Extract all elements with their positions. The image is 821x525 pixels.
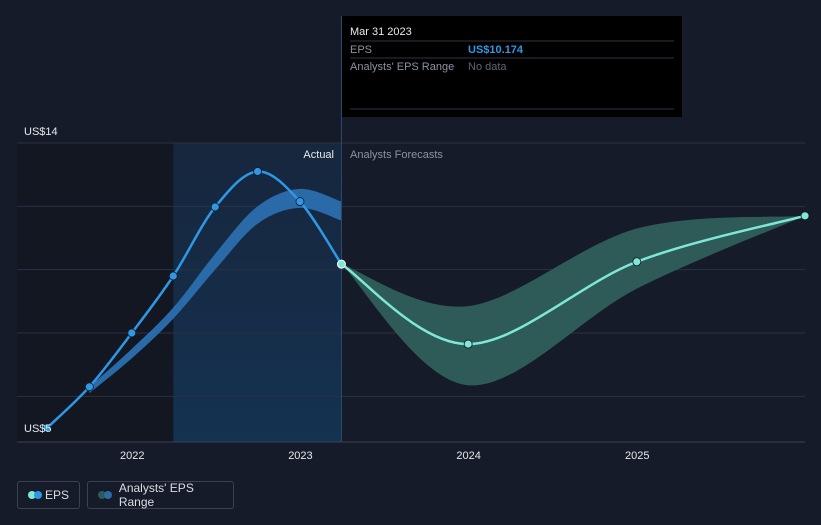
forecast-eps-point[interactable] <box>463 339 473 349</box>
legend-eps[interactable]: EPS <box>17 481 80 509</box>
axis-labels: US$14 US$5 2022 2023 2024 2025 <box>24 126 650 462</box>
x-tick-label: 2024 <box>456 450 480 462</box>
y-tick-label: US$5 <box>24 423 52 435</box>
actual-eps-range-band <box>89 188 342 394</box>
tooltip-eps-value: US$10.174 <box>468 44 524 56</box>
forecast-eps-point[interactable] <box>800 211 810 221</box>
forecast-eps-point[interactable] <box>632 257 642 267</box>
tooltip-eps-label: EPS <box>350 44 372 56</box>
legend-range-label: Analysts' EPS Range <box>118 481 194 509</box>
x-tick-label: 2022 <box>120 450 144 462</box>
actual-eps-point[interactable] <box>210 202 220 212</box>
actual-eps-point[interactable] <box>127 328 137 338</box>
actual-section-label: Actual <box>303 149 334 161</box>
tooltip-range-value: No data <box>468 61 507 73</box>
range-swatch-icon <box>98 491 112 499</box>
y-tick-label: US$14 <box>24 126 58 138</box>
tooltip: Mar 31 2023 EPS US$10.174 Analysts' EPS … <box>342 16 682 117</box>
actual-eps-point[interactable] <box>253 167 262 176</box>
present-eps-point[interactable] <box>336 259 346 269</box>
tooltip-range-label: Analysts' EPS Range <box>350 61 454 73</box>
x-tick-label: 2023 <box>288 450 312 462</box>
x-tick-label: 2025 <box>625 450 649 462</box>
actual-eps-point[interactable] <box>168 271 178 281</box>
forecast-eps-range-band <box>341 215 805 386</box>
eps-points[interactable] <box>42 167 810 433</box>
actual-period-shade <box>173 143 342 442</box>
forecast-section-label: Analysts Forecasts <box>350 149 443 161</box>
actual-eps-point[interactable] <box>295 197 305 206</box>
pre-period-shade <box>17 143 174 442</box>
forecast-eps-line <box>340 214 807 346</box>
actual-eps-point[interactable] <box>42 423 52 433</box>
grid-lines <box>17 142 805 443</box>
tooltip-date: Mar 31 2023 <box>350 26 412 38</box>
tooltip-box <box>342 16 682 117</box>
legend-eps-label: EPS <box>44 488 69 502</box>
actual-eps-point[interactable] <box>84 382 94 392</box>
eps-swatch-icon <box>28 491 42 499</box>
legend-eps-range[interactable]: Analysts' EPS Range <box>87 481 234 509</box>
